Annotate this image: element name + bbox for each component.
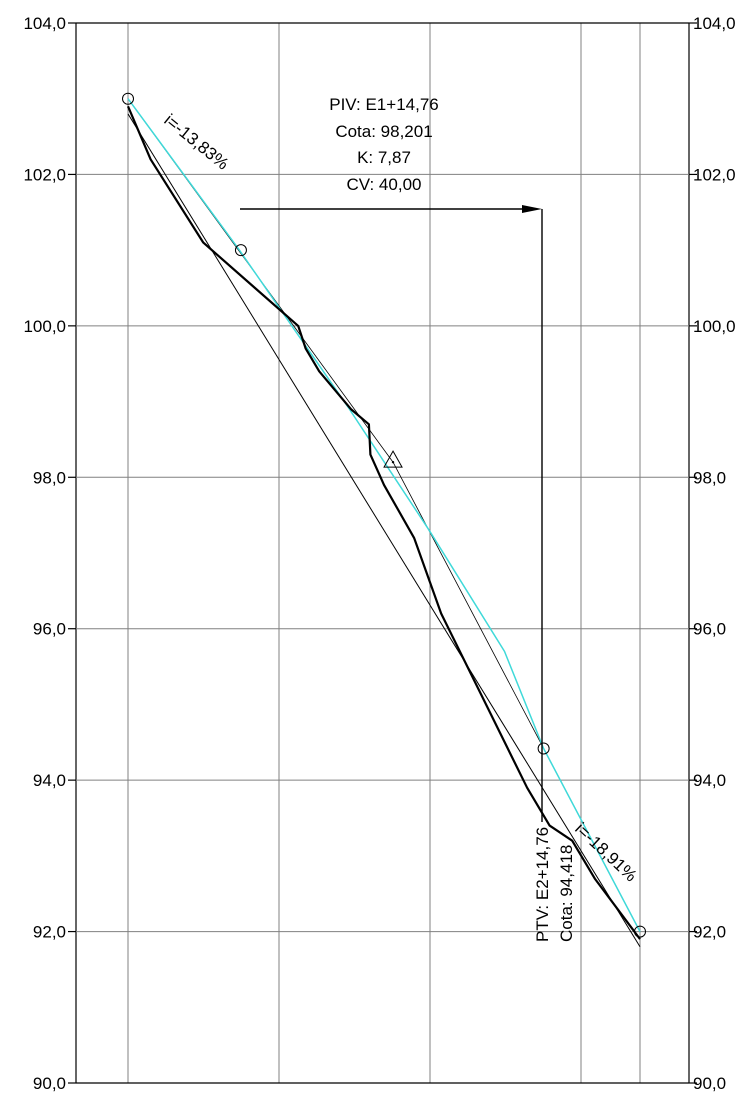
circle-marker bbox=[122, 92, 134, 105]
y-tick-label-left: 98,0 bbox=[33, 468, 66, 487]
series-grade-line bbox=[127, 98, 641, 932]
y-tick-label-right: 104,0 bbox=[693, 14, 736, 33]
circle-marker bbox=[634, 925, 646, 938]
series-layer bbox=[126, 98, 641, 947]
series-terrain-trend bbox=[127, 113, 641, 947]
circle-marker bbox=[537, 742, 550, 755]
y-tick-label-right: 100,0 bbox=[693, 317, 736, 336]
piv-arrow-head bbox=[522, 205, 542, 213]
y-axis-right: 104,0 102,0 100,0 98,0 96,0 94,0 92,0 90,0 bbox=[689, 14, 736, 1093]
slope-label-left: i=-13,83% bbox=[160, 110, 232, 173]
y-tick-label-left: 100,0 bbox=[23, 317, 66, 336]
y-tick-label-right: 90,0 bbox=[693, 1074, 726, 1093]
y-tick-label-left: 92,0 bbox=[33, 923, 66, 942]
triangle-outline bbox=[383, 450, 403, 468]
y-tick-label-left: 90,0 bbox=[33, 1074, 66, 1093]
y-tick-label-left: 94,0 bbox=[33, 771, 66, 790]
y-tick-label-left: 102,0 bbox=[23, 165, 66, 184]
series-vertical-curve bbox=[127, 98, 641, 932]
y-tick-label-left: 96,0 bbox=[33, 620, 66, 639]
grid bbox=[75, 22, 690, 1084]
markers-layer bbox=[122, 92, 646, 938]
y-tick-label-right: 96,0 bbox=[693, 620, 726, 639]
piv-leader bbox=[240, 205, 543, 822]
piv-elevation: Cota: 98,201 bbox=[335, 122, 432, 141]
ptv-station: PTV: E2+14,76 bbox=[533, 827, 552, 942]
y-tick-label-right: 98,0 bbox=[693, 468, 726, 487]
piv-k-value: K: 7,87 bbox=[357, 148, 411, 167]
piv-station: PIV: E1+14,76 bbox=[329, 95, 438, 114]
circle-marker bbox=[234, 244, 247, 257]
y-tick-label-right: 102,0 bbox=[693, 165, 736, 184]
y-axis-left: 104,0 102,0 100,0 98,0 96,0 94,0 92,0 90,0 bbox=[23, 14, 76, 1093]
piv-triangle-marker bbox=[383, 450, 403, 468]
triangle-center-dot bbox=[391, 460, 395, 464]
y-tick-label-right: 94,0 bbox=[693, 771, 726, 790]
piv-curve-length: CV: 40,00 bbox=[347, 175, 422, 194]
y-tick-label-right: 92,0 bbox=[693, 923, 726, 942]
series-terrain bbox=[126, 105, 641, 940]
y-tick-label-left: 104,0 bbox=[23, 14, 66, 33]
ptv-elevation: Cota: 94,418 bbox=[557, 845, 576, 942]
